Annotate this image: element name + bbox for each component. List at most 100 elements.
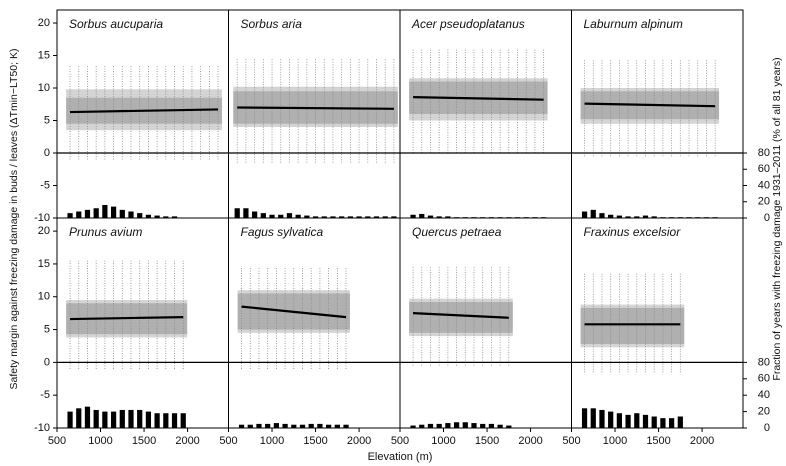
fraction-bar [634, 413, 640, 428]
panel-title: Fraxinus excelsior [584, 225, 682, 239]
fraction-bar [76, 408, 82, 428]
trend-line [241, 305, 347, 319]
panel-title: Prunus avium [69, 225, 142, 239]
fraction-bar [145, 214, 152, 218]
fraction-bar [436, 423, 442, 428]
fraction-bar [163, 216, 169, 218]
fraction-bar [278, 214, 284, 218]
y-tick-label: 0 [44, 147, 50, 159]
fraction-bar [590, 209, 596, 218]
fraction-bar [625, 216, 631, 218]
fraction-bar [445, 216, 451, 218]
fraction-bar [599, 213, 605, 218]
fraction-bar [93, 409, 99, 428]
y-tick-label: 20 [38, 17, 50, 29]
y2-tick-label: 80 [758, 147, 770, 159]
fraction-bar [67, 411, 73, 428]
trend-line [413, 96, 544, 101]
fraction-bar [234, 208, 240, 218]
y2-tick-label: 0 [764, 422, 770, 434]
x-tick-label: 2000 [690, 435, 714, 447]
y-tick-label: -10 [34, 422, 50, 434]
fraction-bar [321, 216, 327, 218]
fraction-bar [660, 418, 666, 428]
fraction-bar [471, 423, 477, 428]
trend-line [70, 108, 219, 114]
fraction-bar [145, 411, 152, 428]
fraction-bar [84, 406, 91, 428]
fraction-bar [252, 211, 258, 218]
fraction-bar [295, 214, 301, 218]
fraction-bar [445, 423, 451, 428]
fraction-bar [128, 211, 134, 218]
fraction-bar [171, 216, 178, 218]
x-tick-label: 2000 [518, 435, 542, 447]
fraction-bar [282, 423, 288, 428]
fraction-bar [506, 425, 512, 428]
fraction-bar [102, 205, 108, 218]
y2-tick-label: 60 [758, 373, 770, 385]
fraction-bar [419, 213, 425, 218]
x-tick-label: 500 [562, 435, 580, 447]
x-tick-label: 1000 [431, 435, 455, 447]
fraction-bar [180, 413, 186, 428]
fraction-bar [651, 416, 657, 428]
y2-tick-label: 60 [758, 163, 770, 175]
panel-frame [571, 217, 744, 429]
fraction-bar [291, 424, 297, 428]
fraction-bar [84, 209, 91, 218]
fraction-bar [102, 411, 108, 428]
fraction-bar [356, 216, 362, 218]
fraction-bar [330, 216, 336, 218]
fraction-bar [308, 423, 314, 428]
fraction-bar [163, 413, 169, 428]
fraction-bar [317, 423, 323, 428]
y-tick-label: 5 [44, 114, 50, 126]
x-tick-label: 1000 [603, 435, 627, 447]
fraction-bar [119, 409, 125, 428]
y-tick-label: 10 [38, 291, 50, 303]
fraction-bar [93, 208, 99, 218]
fraction-bar [462, 422, 468, 428]
y-tick-label: 10 [38, 82, 50, 94]
x-tick-label: 1500 [646, 435, 670, 447]
fraction-bar [76, 211, 82, 218]
fraction-bar [304, 215, 310, 218]
fraction-bar [238, 424, 245, 428]
fraction-bar [269, 214, 275, 218]
x-tick-label: 1000 [88, 435, 112, 447]
fraction-bar [67, 213, 73, 218]
fraction-bar [256, 423, 262, 428]
x-tick-label: 2000 [347, 435, 371, 447]
fraction-bar [419, 424, 425, 428]
fraction-bar [334, 424, 340, 428]
fraction-bar [110, 411, 117, 428]
fraction-bar [453, 422, 460, 428]
fraction-bar [137, 213, 143, 218]
trend-line [237, 106, 394, 110]
fraction-bar [154, 215, 160, 218]
panel-title: Sorbus aucuparia [69, 17, 163, 31]
fraction-bar [339, 216, 345, 218]
x-tick-label: 500 [219, 435, 237, 447]
fraction-bar [343, 424, 349, 428]
fraction-bar [247, 424, 253, 428]
fraction-bar [154, 413, 160, 428]
x-tick-label: 1500 [132, 435, 156, 447]
fraction-bar [608, 214, 614, 218]
fraction-bar [243, 208, 249, 218]
fraction-bar [410, 214, 416, 218]
y2-tick-label: 0 [764, 212, 770, 224]
y2-tick-label: 20 [758, 196, 770, 208]
x-tick-label: 2000 [175, 435, 199, 447]
inner-band [580, 307, 685, 344]
fraction-bar [119, 209, 125, 218]
panel-title: Acer pseudoplatanus [411, 17, 525, 31]
fraction-bar [373, 216, 380, 218]
fraction-bar [382, 216, 388, 218]
fraction-bar [480, 423, 486, 428]
panel-title: Fagus sylvatica [241, 225, 324, 239]
trend-line [584, 102, 716, 108]
fraction-bar [677, 416, 683, 428]
fraction-bar [669, 418, 675, 428]
